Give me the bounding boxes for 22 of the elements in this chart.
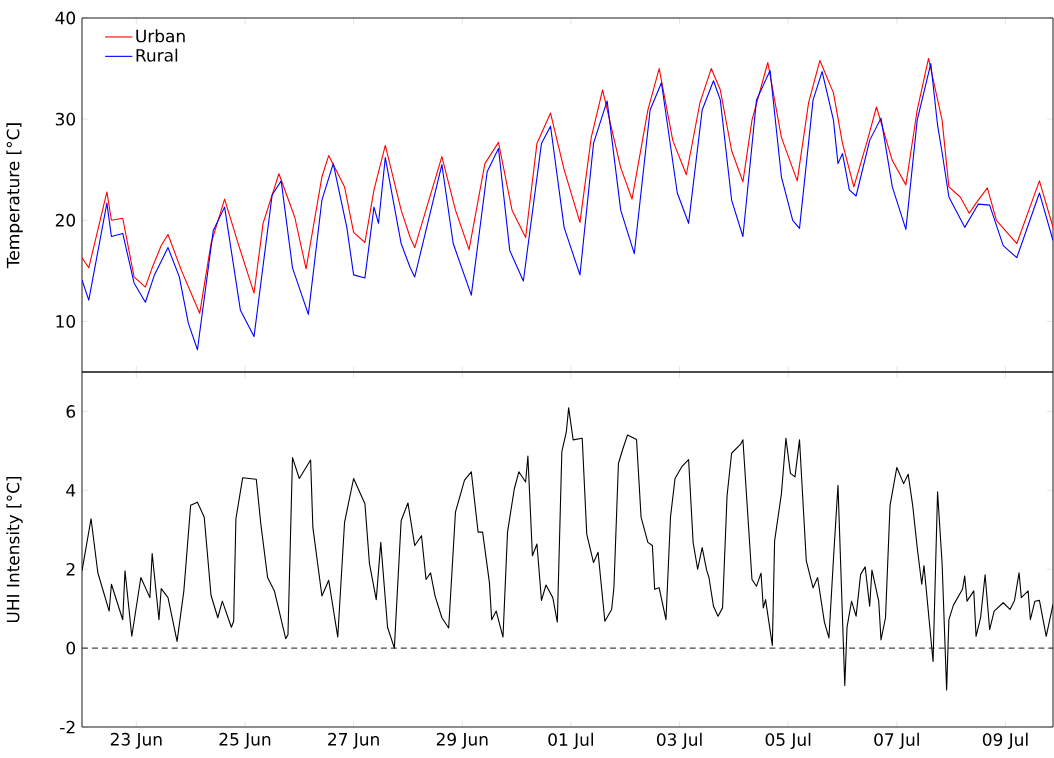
y-tick-label: 0 <box>66 641 76 655</box>
y-tick-label: 6 <box>66 405 76 418</box>
x-tick-label: 29 Jun <box>436 732 488 749</box>
x-tick-label: 01 Jul <box>548 732 593 750</box>
x-tick-label: 27 Jun <box>328 732 379 749</box>
x-tick-label: 23 Jun <box>110 732 162 749</box>
x-tick-label: 05 Jul <box>765 732 811 750</box>
y-axis-title: Temperature [°C] <box>6 123 23 269</box>
y-tick-label: 4 <box>66 484 76 497</box>
y-tick-label: -2 <box>60 720 75 734</box>
x-tick-label: 25 Jun <box>219 732 271 749</box>
x-tick-label: 03 Jul <box>656 732 702 750</box>
y-tick-label: 20 <box>55 213 76 227</box>
y-tick-label: 2 <box>66 562 75 576</box>
x-tick-label: 07 Jul <box>874 732 919 750</box>
y-tick-label: 40 <box>55 11 76 25</box>
y-axis-title: UHI Intensity [°C] <box>6 476 23 623</box>
y-tick-label: 10 <box>56 315 76 328</box>
legend-label: Rural <box>136 48 178 62</box>
x-tick-label: 09 Jul <box>982 732 1028 750</box>
legend-label: Urban <box>136 29 185 43</box>
y-tick-label: 30 <box>55 112 76 126</box>
